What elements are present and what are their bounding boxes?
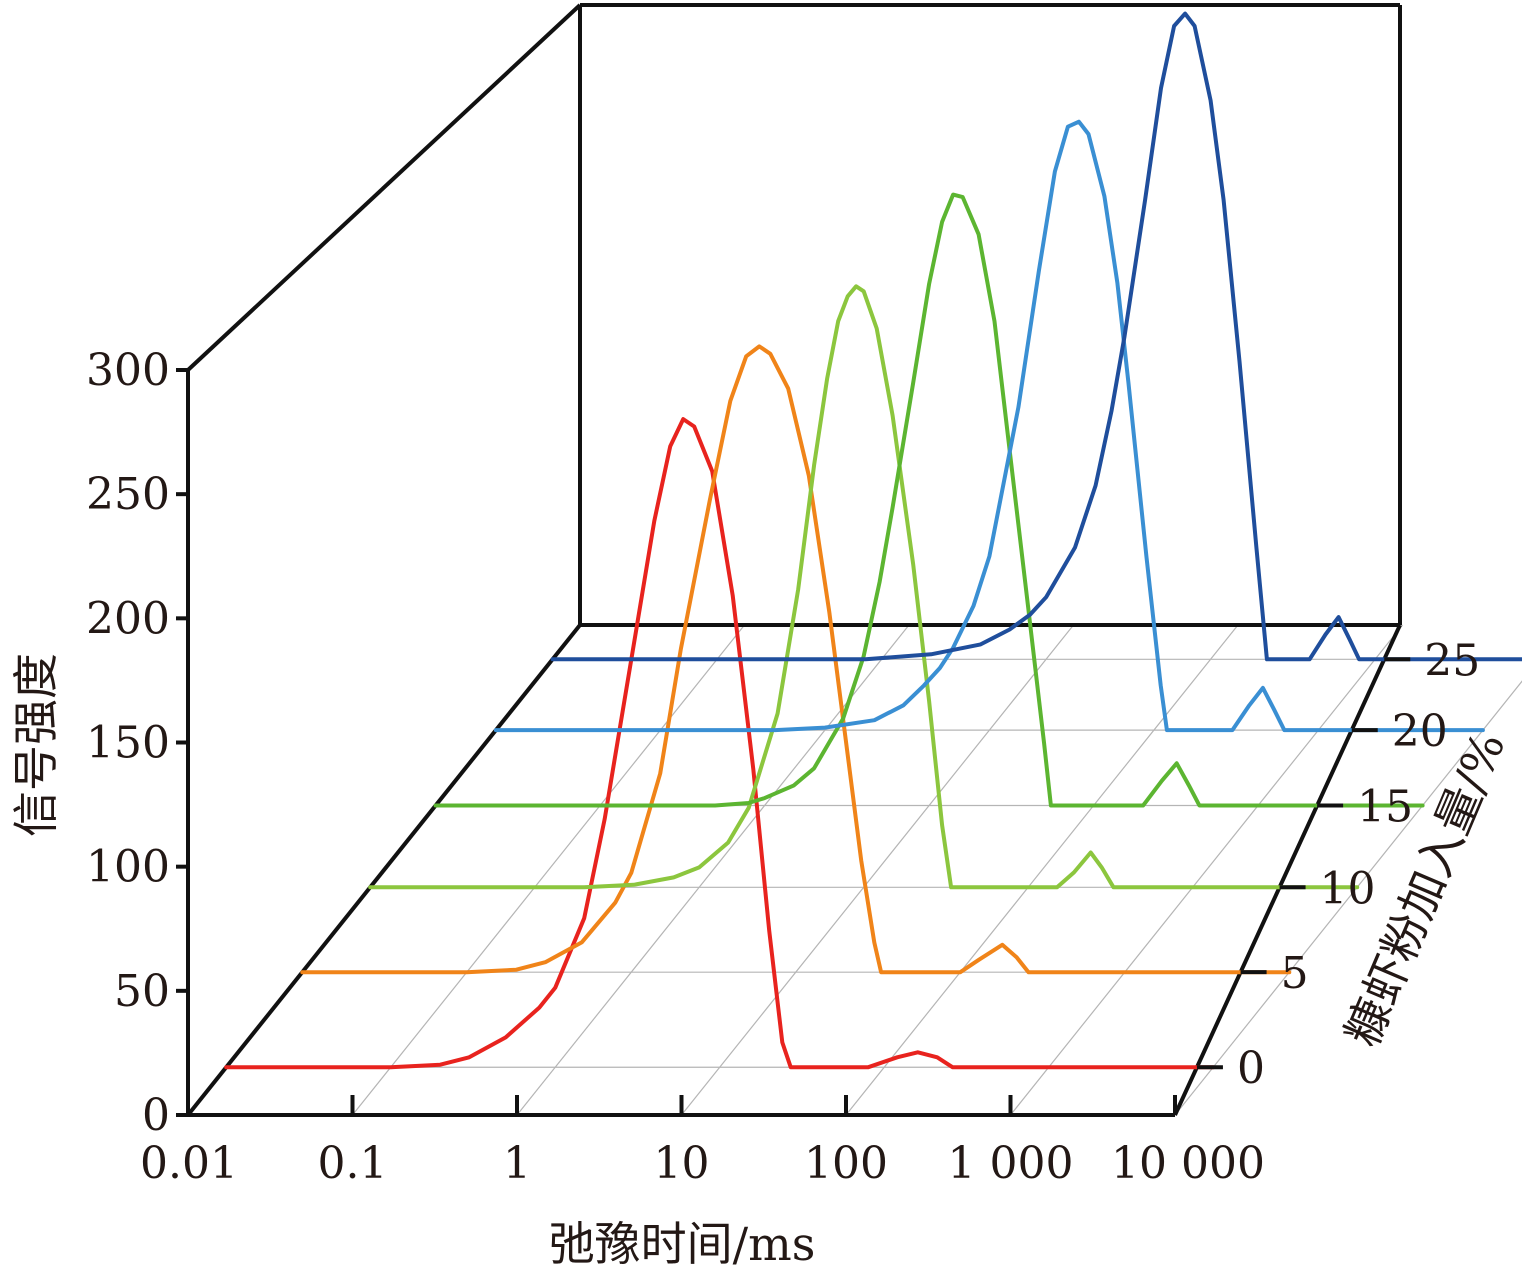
x-tick-label: 100 — [804, 1138, 888, 1189]
series-line-5 — [300, 344, 1292, 975]
floor-guide-line — [1174, 680, 1522, 1116]
floor-guide-line — [1010, 624, 1403, 1116]
z-tick-label: 20 — [1392, 706, 1448, 757]
y-tick-label: 150 — [86, 718, 170, 769]
series-line-25 — [550, 11, 1522, 662]
y-axis-title: 信号强度 — [9, 653, 63, 837]
floor-guides — [352, 624, 1522, 1116]
x-tick-label: 1 000 — [948, 1138, 1074, 1189]
series-line-10 — [368, 284, 1360, 890]
side-top-edge — [186, 3, 582, 372]
z-tick-label: 10 — [1320, 863, 1376, 914]
y-tick-label: 50 — [114, 966, 170, 1017]
series-line-20 — [493, 119, 1485, 733]
floor-guide-line — [845, 624, 1239, 1116]
z-axis-line — [1173, 624, 1402, 1116]
z-tick-label: 5 — [1281, 948, 1309, 999]
x-tick-label: 10 000 — [1111, 1138, 1265, 1189]
x-axis-title: 弛豫时间/ms — [549, 1217, 816, 1268]
series-line-15 — [433, 192, 1425, 808]
series-layer — [224, 11, 1522, 1070]
floor-guide-line — [352, 624, 745, 1116]
z-tick-label: 25 — [1424, 635, 1480, 686]
x-tick-label: 0.1 — [318, 1138, 388, 1189]
series-line-0 — [224, 417, 1216, 1070]
y-tick-label: 200 — [86, 593, 170, 644]
z-tick-label: 15 — [1357, 782, 1413, 833]
floor-guide-line — [681, 624, 1074, 1116]
x-tick-label: 10 — [654, 1138, 710, 1189]
x-tick-label: 0.01 — [140, 1138, 238, 1189]
y-tick-label: 250 — [86, 469, 170, 520]
floor-guide-line — [516, 624, 910, 1116]
x-tick-label: 1 — [503, 1138, 531, 1189]
z-tick-label: 0 — [1237, 1043, 1265, 1094]
y-tick-label: 100 — [86, 842, 170, 893]
y-tick-label: 0 — [142, 1090, 170, 1141]
floor-left-edge — [186, 623, 582, 1117]
tick-marks — [176, 368, 1411, 1117]
y-tick-label: 300 — [86, 345, 170, 396]
